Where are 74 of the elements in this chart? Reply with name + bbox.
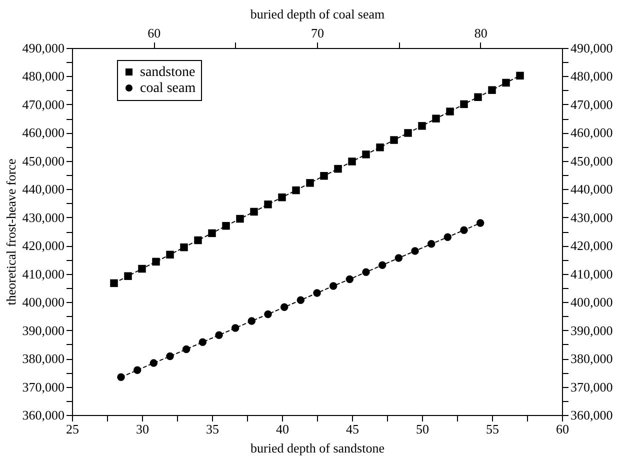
x-tick-label: 30 — [136, 422, 149, 436]
x-tick-label: 25 — [66, 422, 79, 436]
x2-tick-label: 70 — [311, 26, 324, 40]
point — [208, 229, 216, 238]
point — [166, 250, 174, 259]
point — [362, 150, 370, 158]
x-tick-label: 55 — [486, 422, 499, 436]
point — [334, 164, 342, 173]
point — [320, 172, 328, 180]
y2-tick-label: 360,000 — [570, 408, 613, 422]
y-tick-label: 430,000 — [22, 210, 64, 225]
point — [306, 179, 314, 187]
y-tick-label: 410,000 — [22, 266, 64, 282]
x2-tick-label: 60 — [148, 26, 161, 40]
y2-tick-label: 370,000 — [570, 379, 613, 394]
y-tick-label: 390,000 — [22, 322, 64, 338]
y-tick-label: 490,000 — [22, 40, 64, 56]
x-tick-label: 35 — [206, 422, 219, 436]
y-tick-label: 370,000 — [22, 379, 64, 394]
y2-tick-label: 450,000 — [570, 153, 613, 168]
point — [138, 264, 146, 273]
point — [222, 222, 230, 230]
y2-tick-label: 430,000 — [570, 210, 613, 225]
y2-tick-label: 390,000 — [570, 322, 613, 338]
x2-axis-title: buried depth of coal seam — [250, 6, 385, 22]
point — [460, 100, 468, 108]
point — [110, 279, 118, 288]
point — [446, 108, 454, 116]
point — [516, 72, 524, 80]
point — [250, 208, 258, 216]
y2-tick-label: 440,000 — [570, 182, 613, 197]
point — [390, 136, 398, 144]
point — [432, 114, 440, 122]
y2-tick-label: 470,000 — [570, 96, 613, 112]
y2-tick-label: 480,000 — [570, 68, 613, 84]
legend-label: coal seam — [140, 81, 196, 96]
point — [488, 86, 496, 94]
y-tick-label: 400,000 — [22, 294, 64, 310]
point — [292, 186, 300, 194]
y-tick-label: 420,000 — [22, 238, 64, 254]
point — [278, 193, 286, 202]
y-tick-label: 460,000 — [22, 125, 64, 140]
x-tick-label: 60 — [556, 422, 569, 436]
y2-tick-label: 460,000 — [570, 125, 613, 140]
point — [236, 214, 244, 223]
point — [180, 243, 188, 252]
point — [404, 129, 412, 137]
point — [264, 200, 272, 208]
y2-tick-label: 380,000 — [570, 351, 613, 366]
point — [376, 144, 384, 152]
y-tick-label: 470,000 — [22, 96, 64, 112]
y-tick-label: 380,000 — [22, 351, 64, 366]
legend-label: sandstone — [140, 65, 196, 80]
point — [418, 122, 426, 130]
y-tick-label: 450,000 — [22, 153, 64, 168]
y2-tick-label: 420,000 — [570, 238, 613, 254]
y-tick-label: 360,000 — [22, 408, 64, 422]
point — [474, 93, 482, 101]
y2-tick-label: 490,000 — [570, 40, 613, 56]
y2-tick-label: 400,000 — [570, 294, 613, 310]
point — [152, 258, 160, 266]
y-tick-label: 440,000 — [22, 182, 64, 197]
x2-tick-label: 80 — [474, 26, 488, 40]
y-axis-title: theoretical frost-heave force — [3, 158, 18, 306]
point — [348, 158, 356, 166]
x-tick-label: 40 — [276, 422, 289, 436]
x-axis-title: buried depth of sandstone — [250, 440, 385, 456]
x-tick-label: 45 — [346, 422, 359, 436]
y-tick-label: 480,000 — [22, 68, 64, 84]
x-tick-label: 50 — [416, 422, 429, 436]
point — [194, 236, 202, 244]
point — [124, 272, 132, 280]
point — [502, 78, 510, 87]
y2-tick-label: 410,000 — [570, 266, 613, 282]
